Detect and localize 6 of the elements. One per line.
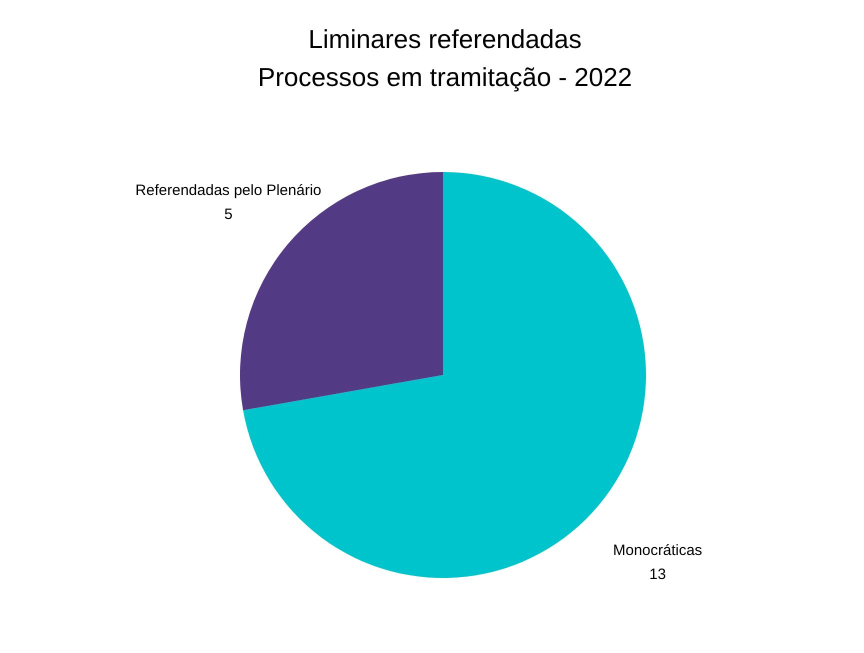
slice-label: Referendadas pelo Plenário: [135, 182, 322, 199]
chart-subtitle: Processos em tramitação - 2022: [258, 62, 632, 92]
data-label: 13: [649, 566, 666, 584]
slice-label: Monocráticas: [613, 542, 702, 560]
chart-title: Liminares referendadas: [308, 24, 582, 54]
data-label: 5: [224, 206, 233, 223]
